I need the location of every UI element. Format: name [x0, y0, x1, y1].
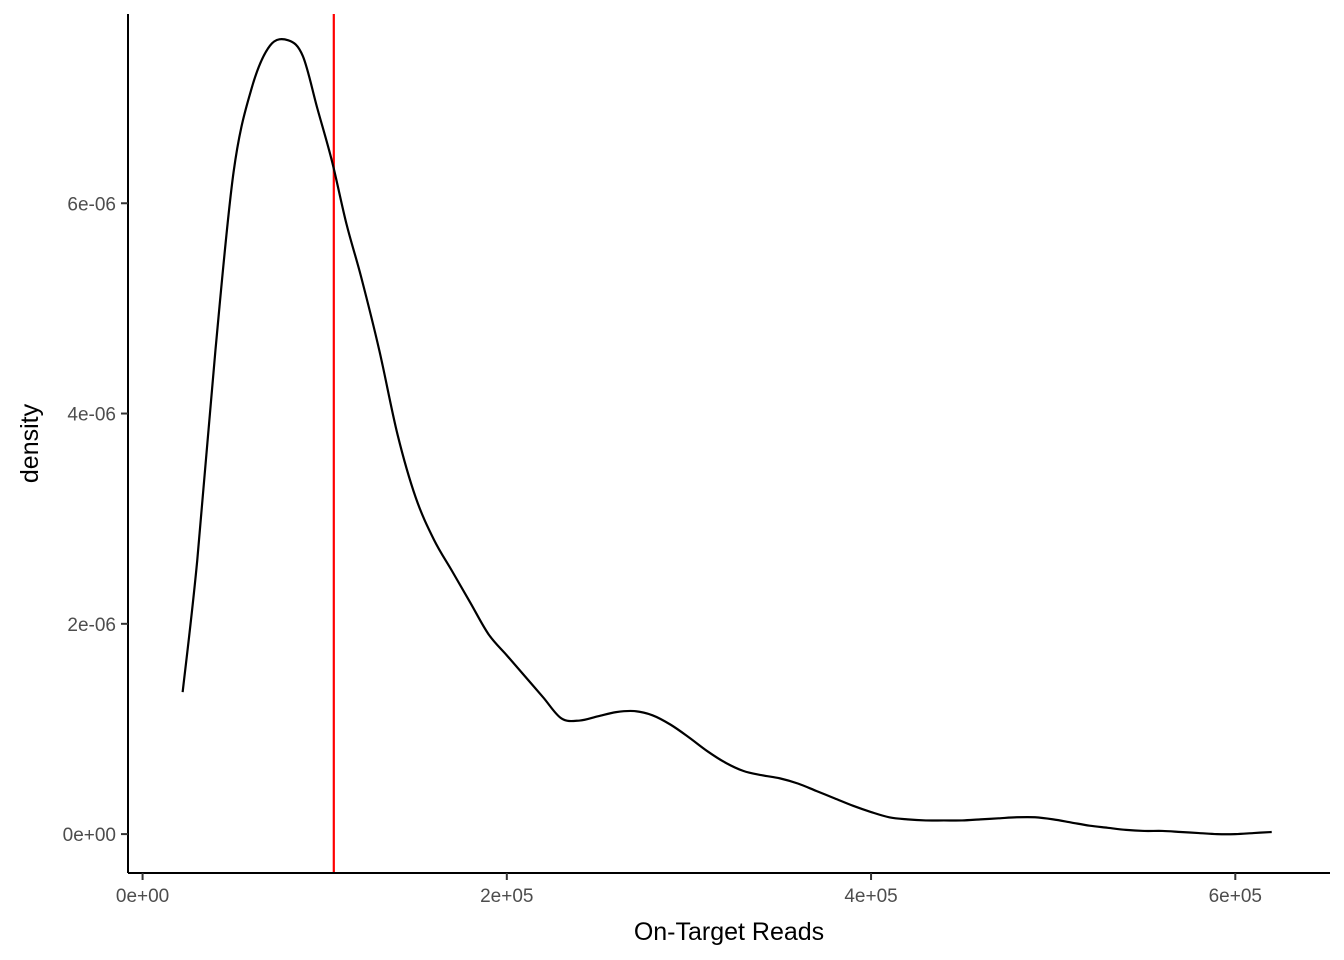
x-tick-label-3: 6e+05 [1209, 886, 1262, 907]
y-tick-label-2: 4e-06 [67, 405, 116, 426]
y-tick-label-1: 2e-06 [67, 615, 116, 636]
x-tick-label-1: 2e+05 [480, 886, 533, 907]
density-curve-0 [181, 38, 1272, 836]
y-tick-label-3: 6e-06 [67, 194, 116, 215]
y-tick-label-0: 0e+00 [63, 825, 116, 846]
x-axis-title: On-Target Reads [634, 918, 824, 946]
x-tick-label-2: 4e+05 [844, 886, 897, 907]
y-axis-ticks: 0e+00 2e-06 4e-06 6e-06 [63, 194, 128, 846]
y-axis-title: density [16, 403, 44, 483]
plot-marks [181, 14, 1272, 873]
x-axis-ticks: 0e+00 2e+05 4e+05 6e+05 [116, 873, 1262, 907]
x-tick-label-0: 0e+00 [116, 886, 169, 907]
